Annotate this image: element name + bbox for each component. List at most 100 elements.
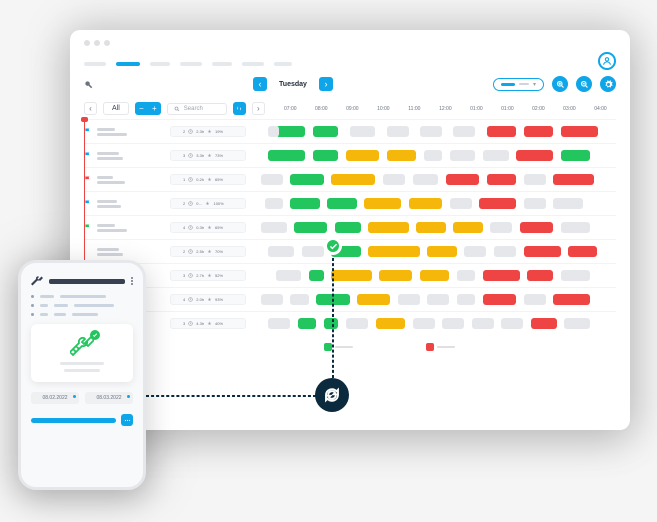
task-block[interactable] [424, 150, 443, 161]
task-block[interactable] [524, 198, 546, 209]
task-block[interactable] [487, 126, 517, 137]
task-block[interactable] [553, 294, 590, 305]
search-input[interactable]: Search [167, 103, 227, 115]
task-block[interactable] [520, 222, 553, 233]
task-block[interactable] [331, 174, 375, 185]
task-block[interactable] [376, 318, 406, 329]
gantt-lane[interactable] [246, 264, 616, 287]
gantt-lane[interactable] [246, 312, 616, 335]
gantt-lane[interactable] [246, 216, 616, 239]
task-block[interactable] [420, 126, 442, 137]
task-block[interactable] [413, 318, 435, 329]
task-block[interactable] [464, 246, 486, 257]
task-block[interactable] [450, 150, 476, 161]
scroll-right-button[interactable]: › [252, 102, 265, 115]
nav-tab[interactable] [84, 62, 106, 66]
nav-tab[interactable] [212, 62, 232, 66]
date-pill[interactable]: 08.02.2022 [31, 392, 79, 404]
task-block[interactable] [368, 222, 409, 233]
task-block[interactable] [527, 270, 553, 281]
view-chip[interactable]: ▾ [493, 78, 544, 91]
zoom-in-button[interactable] [552, 76, 568, 92]
task-block[interactable] [268, 126, 279, 137]
task-block[interactable] [268, 318, 290, 329]
task-block[interactable] [294, 222, 327, 233]
gantt-lane[interactable] [246, 192, 616, 215]
task-block[interactable] [472, 318, 494, 329]
task-block[interactable] [561, 270, 591, 281]
task-block[interactable] [483, 270, 520, 281]
task-block[interactable] [483, 294, 516, 305]
task-block[interactable] [335, 222, 361, 233]
task-block[interactable] [387, 150, 417, 161]
task-block[interactable] [416, 222, 446, 233]
task-block[interactable] [524, 294, 546, 305]
task-block[interactable] [553, 198, 583, 209]
task-block[interactable] [346, 150, 379, 161]
task-block[interactable] [398, 294, 420, 305]
task-block[interactable] [409, 198, 442, 209]
task-block[interactable] [364, 198, 401, 209]
task-block[interactable] [261, 222, 287, 233]
gantt-lane[interactable] [246, 168, 616, 191]
task-block[interactable] [564, 318, 590, 329]
task-block[interactable] [427, 246, 457, 257]
settings-button[interactable] [600, 76, 616, 92]
date-next-button[interactable]: › [319, 77, 333, 91]
task-block[interactable] [357, 294, 390, 305]
task-block[interactable] [453, 126, 475, 137]
task-block[interactable] [331, 270, 372, 281]
zoom-out-button[interactable] [576, 76, 592, 92]
task-block[interactable] [483, 150, 509, 161]
task-block[interactable] [450, 198, 472, 209]
task-block[interactable] [276, 126, 306, 137]
nav-tab[interactable] [150, 62, 170, 66]
task-block[interactable] [457, 270, 476, 281]
task-block[interactable] [531, 318, 557, 329]
more-icon[interactable] [131, 277, 133, 285]
task-block[interactable] [302, 246, 324, 257]
sort-button[interactable] [233, 102, 246, 115]
task-block[interactable] [568, 246, 598, 257]
task-block[interactable] [327, 198, 357, 209]
task-block[interactable] [313, 126, 339, 137]
task-block[interactable] [494, 246, 516, 257]
nav-tab[interactable] [180, 62, 202, 66]
task-block[interactable] [427, 294, 449, 305]
nav-tab[interactable] [242, 62, 264, 66]
phone-menu-button[interactable] [121, 414, 133, 426]
minus-button[interactable]: − [135, 102, 148, 115]
task-block[interactable] [524, 174, 546, 185]
task-card[interactable] [31, 324, 133, 382]
phone-action-bar[interactable] [31, 418, 116, 423]
task-block[interactable] [313, 150, 339, 161]
task-block[interactable] [524, 126, 554, 137]
task-block[interactable] [490, 222, 512, 233]
gantt-lane[interactable] [246, 288, 616, 311]
date-prev-button[interactable]: ‹ [253, 77, 267, 91]
plus-button[interactable]: + [148, 102, 161, 115]
task-block[interactable] [446, 174, 479, 185]
task-block[interactable] [383, 174, 405, 185]
task-block[interactable] [516, 150, 553, 161]
task-block[interactable] [265, 198, 284, 209]
task-block[interactable] [298, 318, 317, 329]
task-block[interactable] [561, 150, 591, 161]
task-block[interactable] [487, 174, 517, 185]
task-block[interactable] [413, 174, 439, 185]
gantt-lane[interactable] [246, 144, 616, 167]
task-block[interactable] [387, 126, 409, 137]
task-block[interactable] [290, 174, 323, 185]
task-block[interactable] [268, 150, 305, 161]
task-block[interactable] [309, 270, 324, 281]
task-block[interactable] [453, 222, 483, 233]
task-block[interactable] [368, 246, 420, 257]
date-pill[interactable]: 08.03.2022 [85, 392, 133, 404]
nav-tab[interactable] [274, 62, 292, 66]
nav-tab[interactable] [116, 62, 140, 66]
task-block[interactable] [457, 294, 476, 305]
filter-all[interactable]: All [103, 102, 129, 115]
task-block[interactable] [442, 318, 464, 329]
task-block[interactable] [501, 318, 523, 329]
task-block[interactable] [290, 294, 309, 305]
